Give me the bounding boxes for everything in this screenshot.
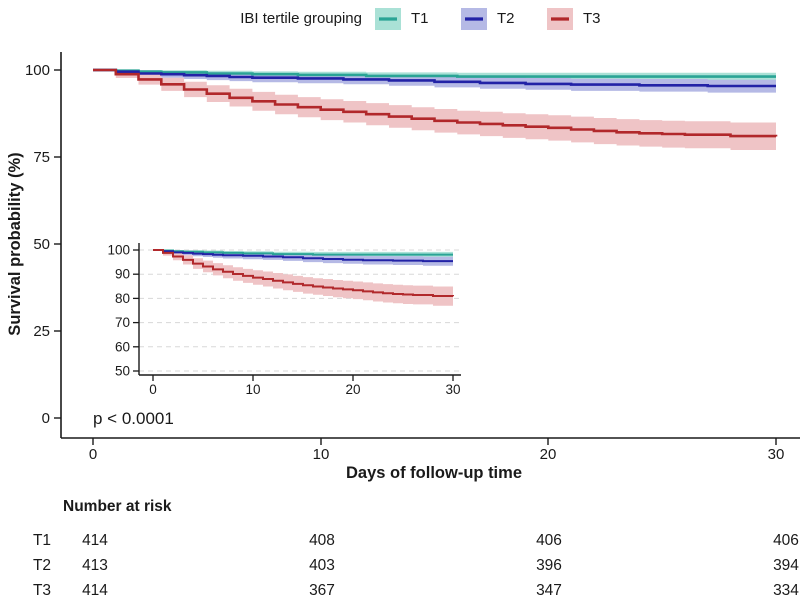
pvalue-annotation: p < 0.0001: [93, 409, 174, 428]
main-y-tick-label: 25: [33, 323, 50, 340]
inset-y-tick-label: 80: [115, 291, 130, 306]
survival-curve-t2: [153, 249, 453, 263]
risk-row-label-t1: T1: [33, 532, 51, 549]
inset-x-tick-label: 20: [345, 382, 360, 397]
survival-curve-t3: [153, 249, 454, 297]
legend-label-t3: T3: [583, 10, 601, 27]
inset-y-tick-label: 60: [115, 339, 130, 354]
risk-value: 367: [309, 582, 335, 598]
risk-value: 413: [82, 557, 108, 574]
risk-value: 406: [536, 532, 562, 549]
risk-value: 406: [773, 532, 799, 549]
legend-label-t2: T2: [497, 10, 515, 27]
x-axis-title: Days of follow-up time: [346, 464, 522, 482]
risk-value: 396: [536, 557, 562, 574]
inset-survival-curves: [153, 249, 454, 297]
legend-label-t1: T1: [411, 10, 429, 27]
main-x-tick-label: 20: [540, 446, 557, 463]
inset-y-tick-label: 50: [115, 364, 130, 379]
main-survival-curves: [93, 68, 778, 138]
main-y-tick-label: 75: [33, 149, 50, 166]
survival-curve-t3: [93, 68, 778, 138]
risk-row-label-t3: T3: [33, 582, 51, 598]
risk-value: 394: [773, 557, 799, 574]
risk-value: 414: [82, 532, 108, 549]
risk-value: 347: [536, 582, 562, 598]
inset-y-tick-label: 70: [115, 315, 130, 330]
inset-plot: 100 90 80 70 60 50 0 10 20 30: [107, 243, 461, 397]
legend-title: IBI tertile grouping: [240, 10, 362, 27]
risk-table: Number at risk T1 414 408 406 406 T2 413…: [33, 498, 799, 598]
risk-row-label-t2: T2: [33, 557, 51, 574]
main-x-tick-label: 0: [89, 446, 97, 463]
main-x-tick-label: 30: [768, 446, 785, 463]
risk-value: 408: [309, 532, 335, 549]
y-axis-title: Survival probability (%): [6, 152, 24, 335]
risk-value: 414: [82, 582, 108, 598]
risk-table-title: Number at risk: [63, 498, 172, 515]
risk-value: 403: [309, 557, 335, 574]
main-y-tick-label: 0: [42, 410, 50, 427]
inset-x-tick-label: 10: [245, 382, 260, 397]
inset-y-tick-label: 100: [107, 243, 130, 258]
inset-x-tick-label: 0: [149, 382, 157, 397]
main-y-tick-label: 50: [33, 236, 50, 253]
risk-value: 334: [773, 582, 799, 598]
inset-y-tick-label: 90: [115, 267, 130, 282]
legend: IBI tertile grouping T1 T2 T3: [240, 8, 601, 30]
inset-x-tick-label: 30: [445, 382, 460, 397]
main-plot: 100 75 50 25 0 0 10 20 30 Days of follow…: [6, 52, 800, 482]
survival-curve-t2: [93, 68, 776, 88]
main-y-tick-label: 100: [25, 62, 50, 79]
main-x-tick-label: 10: [313, 446, 330, 463]
